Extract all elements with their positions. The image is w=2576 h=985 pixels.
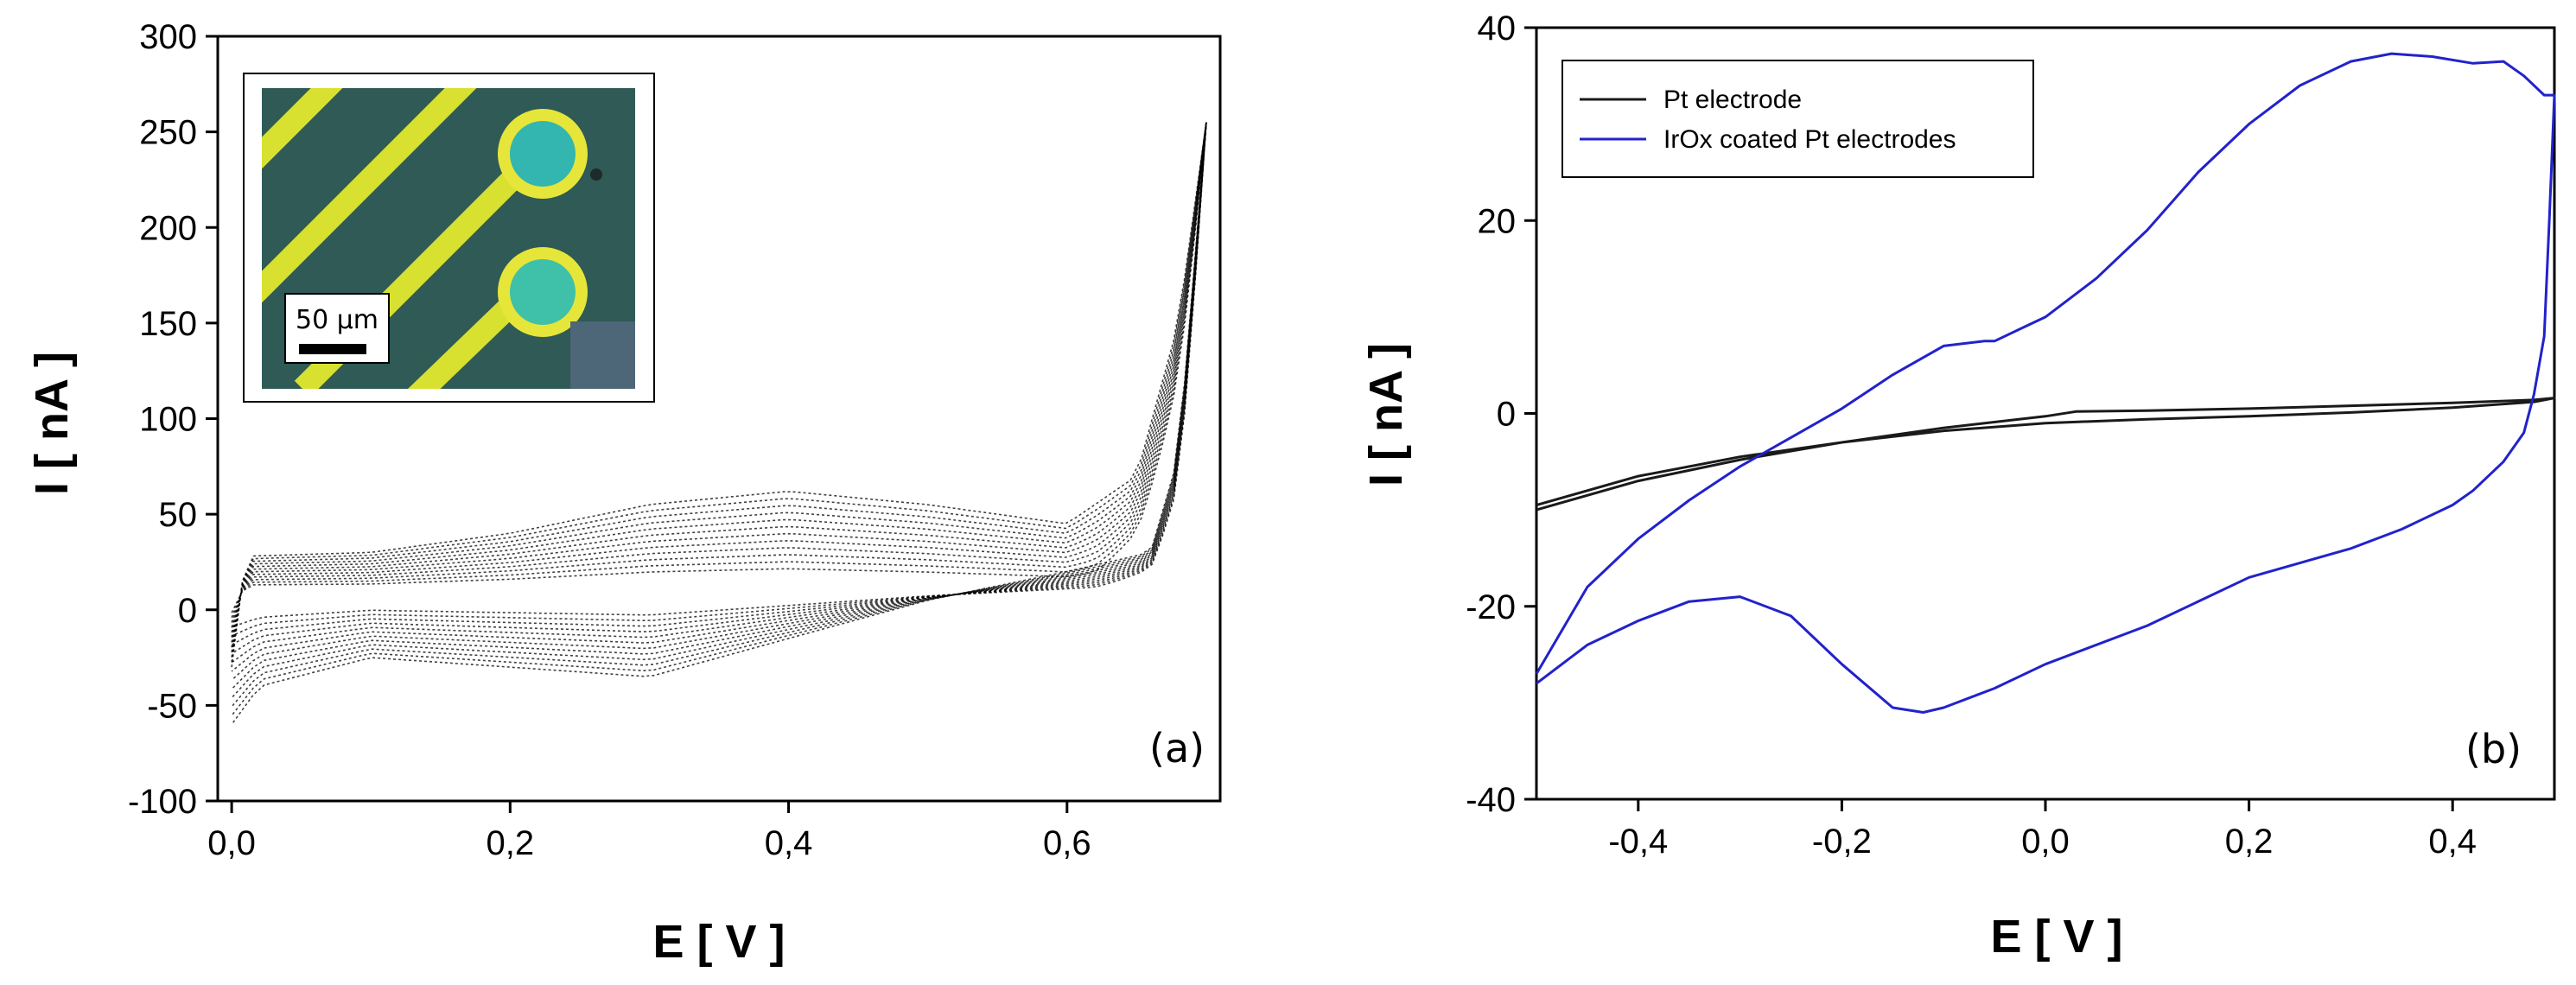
panel-a-label: (a): [1149, 725, 1205, 772]
electrode-trace: [262, 88, 343, 169]
panel-0-y-tick-label: 50: [159, 496, 198, 534]
panel-0-y-tick-label: 250: [139, 114, 197, 152]
legend: Pt electrode IrOx coated Pt electrodes: [1562, 60, 2034, 178]
scale-bar: [299, 344, 366, 354]
inset-corner-patch: [570, 321, 635, 389]
panel-1-x-tick-label: -0,4: [1608, 823, 1668, 861]
panel-1-x-tick-label: 0,4: [2428, 823, 2477, 861]
panel-0-x-tick-label: 0,2: [487, 824, 535, 862]
irox-electrode-line: [1535, 52, 2556, 714]
panel-1-x-tick-label: -0,2: [1812, 823, 1872, 861]
panel-b-y-ticks: -40 -20 0 20 40: [1466, 10, 1536, 819]
panel-1-y-tick-label: 40: [1478, 10, 1517, 48]
panel-1-y-tick-label: -40: [1466, 781, 1516, 819]
inset-micrograph: 50 µm: [243, 73, 655, 403]
legend-box: [1562, 60, 2034, 178]
cv-cycle-line: [231, 122, 1207, 690]
electrode-trace: [262, 88, 477, 303]
panel-b-x-ticks: -0,4 -0,2 0,0 0,2 0,4: [1608, 799, 2477, 861]
panel-0-y-tick-label: 300: [139, 18, 197, 56]
panel-1-y-tick-label: 0: [1497, 396, 1516, 434]
panel-0-y-tick-label: 0: [178, 592, 197, 630]
cv-cycle-line: [231, 122, 1207, 716]
panel-0-y-tick-label: 100: [139, 401, 197, 439]
panel-b-series: [1535, 52, 2556, 714]
panel-b-chart: -0,4 -0,2 0,0 0,2 0,4 -40 -20 0 20 40 E [ V ] I …: [1360, 10, 2556, 963]
particle: [590, 168, 602, 181]
panel-a-y-axis-label: I [ nA ]: [26, 352, 78, 495]
panel-1-y-tick-label: -20: [1466, 588, 1516, 626]
electrode-site: [510, 121, 576, 187]
panel-b-x-axis-label: E [ V ]: [1990, 911, 2122, 963]
panel-0-x-tick-label: 0,0: [207, 824, 256, 862]
panel-0-y-tick-label: -100: [128, 783, 197, 821]
panel-a-x-axis-label: E [ V ]: [652, 916, 785, 968]
panel-0-y-tick-label: 200: [139, 209, 197, 247]
scale-bar-label: 50 µm: [296, 305, 378, 335]
panel-1-x-tick-label: 0,2: [2225, 823, 2274, 861]
panel-b-label: (b): [2465, 726, 2522, 772]
panel-0-y-tick-label: -50: [147, 687, 197, 725]
pt-electrode-line: [1536, 397, 2556, 512]
cv-cycle-line: [231, 122, 1207, 628]
panel-1-y-tick-label: 20: [1478, 202, 1517, 240]
panel-1-x-tick-label: 0,0: [2021, 823, 2070, 861]
panel-0-x-tick-label: 0,6: [1043, 824, 1091, 862]
panel-b-y-axis-label: I [ nA ]: [1360, 343, 1412, 486]
electrode-site: [510, 259, 576, 325]
panel-a-cv-cycles: [231, 122, 1207, 725]
panel-a-chart: 0,0 0,2 0,4 0,6 -100 -50 0 50 100 150 200 250 300 E…: [26, 18, 1222, 968]
panel-0-y-tick-label: 150: [139, 305, 197, 343]
legend-label-irox: IrOx coated Pt electrodes: [1663, 125, 1956, 154]
legend-label-pt: Pt electrode: [1663, 86, 1802, 114]
panel-a-y-ticks: -100 -50 0 50 100 150 200 250 300: [128, 18, 218, 821]
panel-a-x-ticks: 0,0 0,2 0,4 0,6: [207, 801, 1091, 862]
panel-0-x-tick-label: 0,4: [765, 824, 813, 862]
cv-cycle-line: [231, 122, 1207, 655]
cv-cycle-line: [231, 122, 1207, 672]
